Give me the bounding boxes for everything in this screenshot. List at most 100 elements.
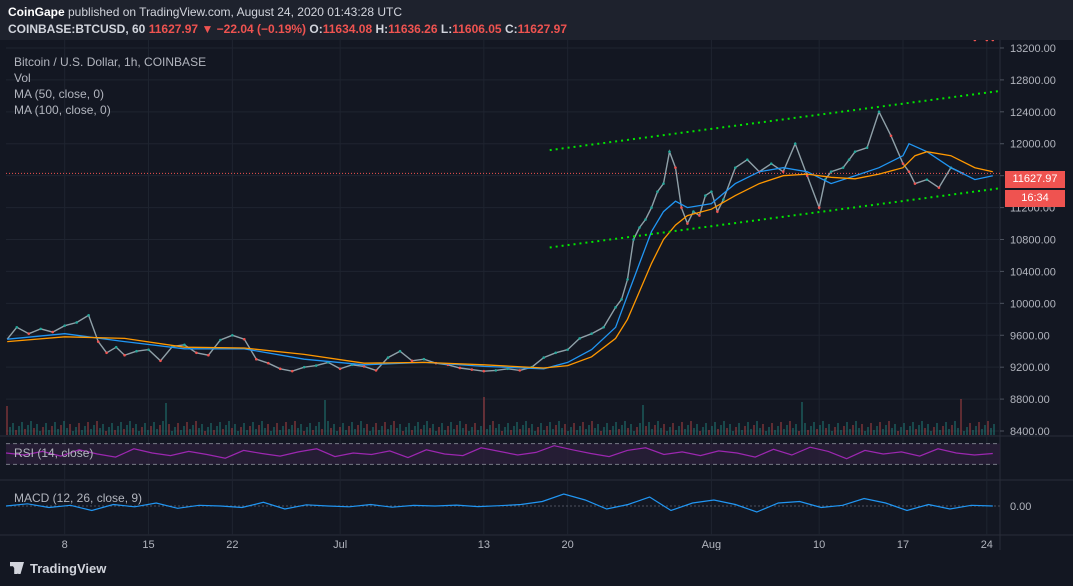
- price-point: [805, 174, 809, 177]
- publisher-name[interactable]: CoinGape: [8, 5, 65, 19]
- volume-bar: [600, 431, 602, 435]
- volume-bar: [837, 423, 839, 435]
- volume-bar: [465, 424, 467, 435]
- volume-bar: [849, 429, 851, 435]
- volume-bar: [654, 425, 656, 435]
- volume-bar: [606, 423, 608, 435]
- volume-bar: [453, 429, 455, 435]
- volume-bar: [450, 422, 452, 435]
- volume-bar: [903, 423, 905, 435]
- volume-bar: [987, 421, 989, 435]
- current-price-tag: 11627.97: [1005, 171, 1065, 188]
- volume-bar: [471, 427, 473, 435]
- volume-bar: [252, 422, 254, 435]
- volume-bar: [564, 424, 566, 435]
- volume-bar: [885, 425, 887, 435]
- price-point: [746, 158, 749, 161]
- volume-bar: [378, 430, 380, 435]
- volume-bar: [201, 424, 203, 435]
- volume-bar: [90, 429, 92, 435]
- volume-bar: [285, 422, 287, 435]
- volume-bar: [69, 424, 71, 435]
- volume-bar: [702, 427, 704, 435]
- volume-bar: [429, 428, 431, 435]
- price-point: [75, 321, 78, 324]
- volume-bar: [759, 428, 761, 435]
- volume-bar: [264, 428, 266, 435]
- volume-bar: [693, 428, 695, 435]
- volume-bar: [177, 423, 179, 435]
- volume-bar: [81, 430, 83, 435]
- volume-bar: [846, 422, 848, 435]
- volume-bar: [327, 421, 329, 435]
- price-point: [422, 357, 426, 361]
- x-tick-label: Jul: [333, 539, 347, 550]
- volume-bar: [183, 426, 185, 435]
- volume-bar: [933, 427, 935, 435]
- volume-bar: [969, 423, 971, 435]
- volume-bar: [282, 426, 284, 435]
- volume-bar: [672, 423, 674, 435]
- volume-bar: [303, 431, 305, 435]
- volume-bar: [477, 430, 479, 435]
- volume-bar: [870, 423, 872, 435]
- volume-bar: [132, 428, 134, 435]
- volume-bar: [669, 427, 671, 435]
- volume-bar: [39, 431, 41, 435]
- price-point: [698, 214, 701, 217]
- open-value: 11634.08: [322, 22, 373, 36]
- volume-bar: [114, 430, 116, 435]
- volume-bar: [924, 428, 926, 435]
- volume-bar: [51, 426, 53, 435]
- volume-bar: [444, 430, 446, 435]
- price-point: [781, 170, 785, 173]
- volume-bar: [207, 427, 209, 435]
- volume-bar: [195, 421, 197, 435]
- volume-bar: [120, 422, 122, 435]
- price-point: [626, 278, 629, 281]
- price-point: [207, 353, 210, 357]
- volume-bar: [855, 421, 857, 435]
- ma50-line: [7, 142, 993, 370]
- volume-bar: [777, 426, 779, 435]
- x-tick-label: 15: [142, 539, 154, 550]
- volume-bar: [348, 426, 350, 435]
- volume-bar: [186, 422, 188, 435]
- volume-bar: [678, 426, 680, 435]
- volume-bar: [165, 403, 167, 435]
- volume-bar: [534, 431, 536, 435]
- volume-bar: [513, 426, 515, 435]
- price-point: [15, 325, 19, 329]
- volume-bar: [687, 425, 689, 435]
- volume-bar: [24, 429, 26, 435]
- volume-bar: [660, 428, 662, 435]
- symbol-label: COINBASE:BTCUSD, 60: [8, 22, 146, 36]
- price-point: [889, 134, 893, 138]
- price-point: [692, 210, 695, 213]
- volume-bar: [771, 423, 773, 435]
- volume-bar: [345, 430, 347, 435]
- chart-svg[interactable]: 13200.0012800.0012400.0012000.0011600.00…: [0, 38, 1073, 551]
- price-point: [662, 182, 665, 185]
- y-tick-label: 8400.00: [1010, 426, 1050, 438]
- volume-bar: [966, 427, 968, 435]
- price-point: [290, 369, 294, 373]
- volume-bar: [489, 425, 491, 435]
- price-point: [907, 170, 911, 173]
- volume-bar: [381, 426, 383, 435]
- legend-ma100: MA (100, close, 0): [14, 103, 111, 117]
- volume-bar: [486, 429, 488, 435]
- volume-bar: [276, 423, 278, 435]
- price-point: [398, 349, 402, 353]
- volume-bar: [765, 431, 767, 435]
- tradingview-logo[interactable]: TradingView: [10, 561, 106, 576]
- volume-bar: [621, 425, 623, 435]
- volume-bar: [522, 425, 524, 435]
- chart-area[interactable]: 13200.0012800.0012400.0012000.0011600.00…: [0, 38, 1073, 551]
- volume-bar: [21, 422, 23, 435]
- price-point: [901, 162, 905, 165]
- volume-bar: [495, 428, 497, 435]
- volume-bar: [528, 428, 530, 435]
- volume-bar: [750, 429, 752, 435]
- volume-bar: [651, 429, 653, 435]
